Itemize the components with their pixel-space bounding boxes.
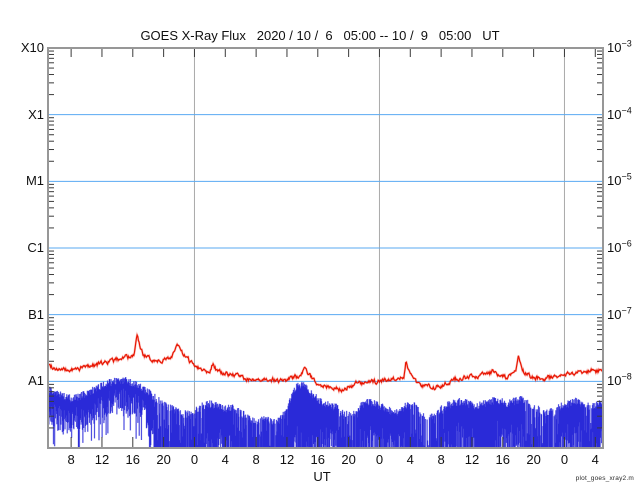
x-tick-label-10: 0	[375, 452, 384, 467]
exp-power: −5	[621, 172, 632, 182]
exp-base: 10	[607, 373, 622, 389]
script-name-label: plot_goes_xray2.m	[575, 475, 634, 482]
x-tick-label-2: 16	[125, 452, 141, 467]
y-right-label-1e−4: 10−4	[607, 106, 640, 124]
x-tick-label-17: 4	[591, 452, 599, 467]
y-left-label-B1: B1	[28, 306, 44, 322]
exp-power: −6	[621, 238, 632, 249]
x-tick-label-6: 8	[252, 452, 260, 467]
chart-title: GOES X-Ray Flux 2020 / 10 / 6 05:00 -- 1…	[140, 28, 500, 43]
x-axis-title: UT	[313, 469, 331, 484]
y-right-label-1e−5: 10−5	[607, 172, 640, 190]
long-wavelength-series-halo	[48, 331, 603, 395]
y-left-label-X10: X10	[20, 40, 44, 55]
exp-power: −8	[621, 372, 632, 382]
exp-power: −7	[621, 305, 632, 316]
y-left-label-C1: C1	[27, 240, 44, 255]
x-tick-label-15: 20	[526, 452, 541, 467]
exp-power: −3	[621, 38, 632, 49]
x-tick-label-9: 20	[341, 452, 356, 467]
long-wavelength-series	[48, 333, 603, 394]
x-tick-label-11: 4	[406, 452, 414, 467]
x-tick-label-0: 8	[67, 452, 75, 467]
y-left-label-A1: A1	[28, 373, 44, 389]
y-right-label-1e−8: 10−8	[607, 372, 640, 390]
y-right-label-1e−6: 10−6	[607, 239, 640, 257]
y-right-label-1e−7: 10−7	[607, 306, 640, 324]
x-tick-label-7: 12	[279, 452, 295, 467]
short-wavelength-series	[48, 377, 603, 447]
y-left-label-M1: M1	[25, 173, 44, 189]
exp-base: 10	[607, 240, 622, 255]
y-left-label-X1: X1	[28, 106, 44, 122]
x-tick-label-14: 16	[495, 452, 511, 467]
plot-frame	[47, 47, 604, 449]
x-tick-label-1: 12	[94, 452, 110, 467]
y-right-label-1e−3: 10−3	[607, 39, 640, 57]
x-tick-label-16: 0	[560, 452, 569, 467]
exp-power: −4	[621, 105, 632, 116]
x-tick-label-13: 12	[464, 452, 480, 467]
exp-base: 10	[607, 173, 622, 189]
x-tick-label-4: 0	[190, 452, 199, 467]
exp-base: 10	[607, 40, 622, 55]
exp-base: 10	[607, 306, 622, 322]
x-tick-label-5: 4	[221, 452, 229, 467]
x-tick-label-8: 16	[310, 452, 326, 467]
x-tick-label-12: 8	[437, 452, 445, 467]
x-tick-label-3: 20	[156, 452, 171, 467]
exp-base: 10	[607, 106, 622, 122]
